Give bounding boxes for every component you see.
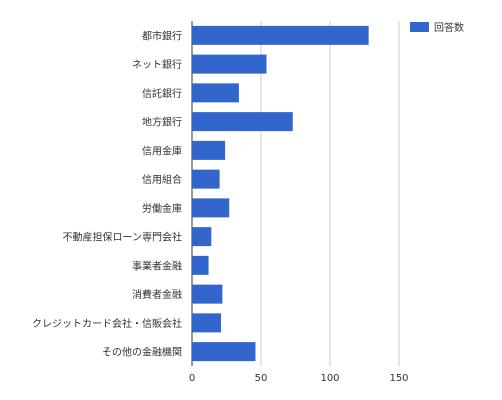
bar — [192, 25, 369, 45]
bar — [192, 255, 209, 275]
category-label: 消費者金融 — [132, 288, 182, 301]
bar — [192, 284, 223, 304]
category-label: 信用組合 — [142, 173, 182, 186]
bar — [192, 342, 256, 362]
category-label: 信託銀行 — [142, 87, 182, 100]
category-label: 地方銀行 — [142, 116, 182, 129]
x-tick-label: 100 — [320, 373, 339, 384]
category-label: クレジットカード会社・信販会社 — [32, 317, 182, 330]
bar — [192, 112, 293, 132]
category-label: その他の金融機関 — [102, 346, 182, 359]
grid-lines — [191, 21, 400, 366]
category-label: 都市銀行 — [142, 29, 182, 42]
bar — [192, 198, 230, 218]
category-labels: 都市銀行ネット銀行信託銀行地方銀行信用金庫信用組合労働金庫不動産担保ローン専門会… — [32, 29, 182, 358]
bar — [192, 83, 239, 103]
bar — [192, 54, 267, 74]
category-label: ネット銀行 — [132, 58, 182, 71]
bar — [192, 313, 221, 333]
category-label: 信用金庫 — [142, 144, 182, 157]
bars — [192, 25, 369, 362]
category-label: 労働金庫 — [142, 202, 182, 215]
bar — [192, 169, 220, 189]
x-tick-label: 50 — [255, 373, 268, 384]
x-tick-label: 150 — [389, 373, 408, 384]
bar — [192, 140, 226, 160]
bar — [192, 227, 212, 247]
category-label: 事業者金融 — [132, 259, 182, 272]
legend-swatch — [410, 22, 429, 32]
x-tick-labels: 0 50 100 150 — [189, 373, 409, 384]
legend-label: 回答数 — [434, 21, 464, 34]
x-tick-label: 0 — [189, 373, 195, 384]
category-label: 不動産担保ローン専門会社 — [63, 231, 183, 244]
legend: 回答数 — [410, 21, 464, 34]
